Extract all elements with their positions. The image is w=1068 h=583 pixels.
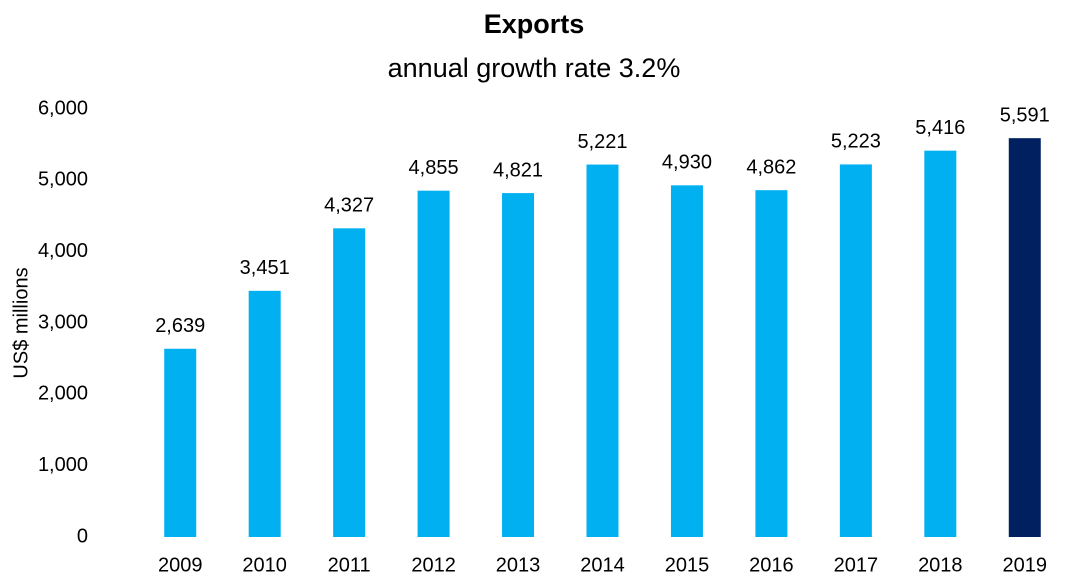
chart-title: Exports [484,9,585,39]
x-tick-label: 2019 [1003,554,1048,576]
y-axis-label: US$ millions [10,267,32,378]
data-label: 4,327 [324,195,374,217]
y-tick-label: 6,000 [38,97,88,119]
data-label: 5,591 [1000,104,1050,126]
data-label: 4,862 [746,156,796,178]
x-tick-label: 2009 [158,554,203,576]
y-tick-label: 1,000 [38,454,88,476]
chart-subtitle: annual growth rate 3.2% [388,53,681,83]
bar [248,290,281,537]
y-tick-label: 2,000 [38,383,88,405]
data-label: 5,221 [577,131,627,153]
x-tick-label: 2016 [749,554,794,576]
y-tick-label: 4,000 [38,240,88,262]
x-tick-label: 2018 [918,554,963,576]
data-label: 2,639 [155,315,205,337]
bar [502,193,535,538]
bar [670,185,703,537]
x-tick-label: 2012 [411,554,456,576]
data-label: 3,451 [240,257,290,279]
bar [417,190,450,537]
x-tick-label: 2013 [496,554,541,576]
y-tick-label: 3,000 [38,311,88,333]
bar [755,190,788,537]
data-label: 5,416 [915,117,965,139]
bar [586,164,619,537]
y-tick-label: 0 [77,525,88,547]
bar [164,348,197,537]
bar [924,150,957,537]
bar [839,164,872,537]
x-tick-label: 2017 [834,554,879,576]
bar [333,228,366,537]
data-label: 4,930 [662,152,712,174]
x-tick-label: 2014 [580,554,625,576]
bar [1008,138,1041,537]
x-tick-label: 2011 [328,554,371,576]
data-label: 4,821 [493,159,543,181]
data-label: 4,855 [409,157,459,179]
data-label: 5,223 [831,131,881,153]
y-tick-label: 5,000 [38,169,88,191]
x-tick-label: 2010 [242,554,287,576]
x-tick-label: 2015 [665,554,710,576]
